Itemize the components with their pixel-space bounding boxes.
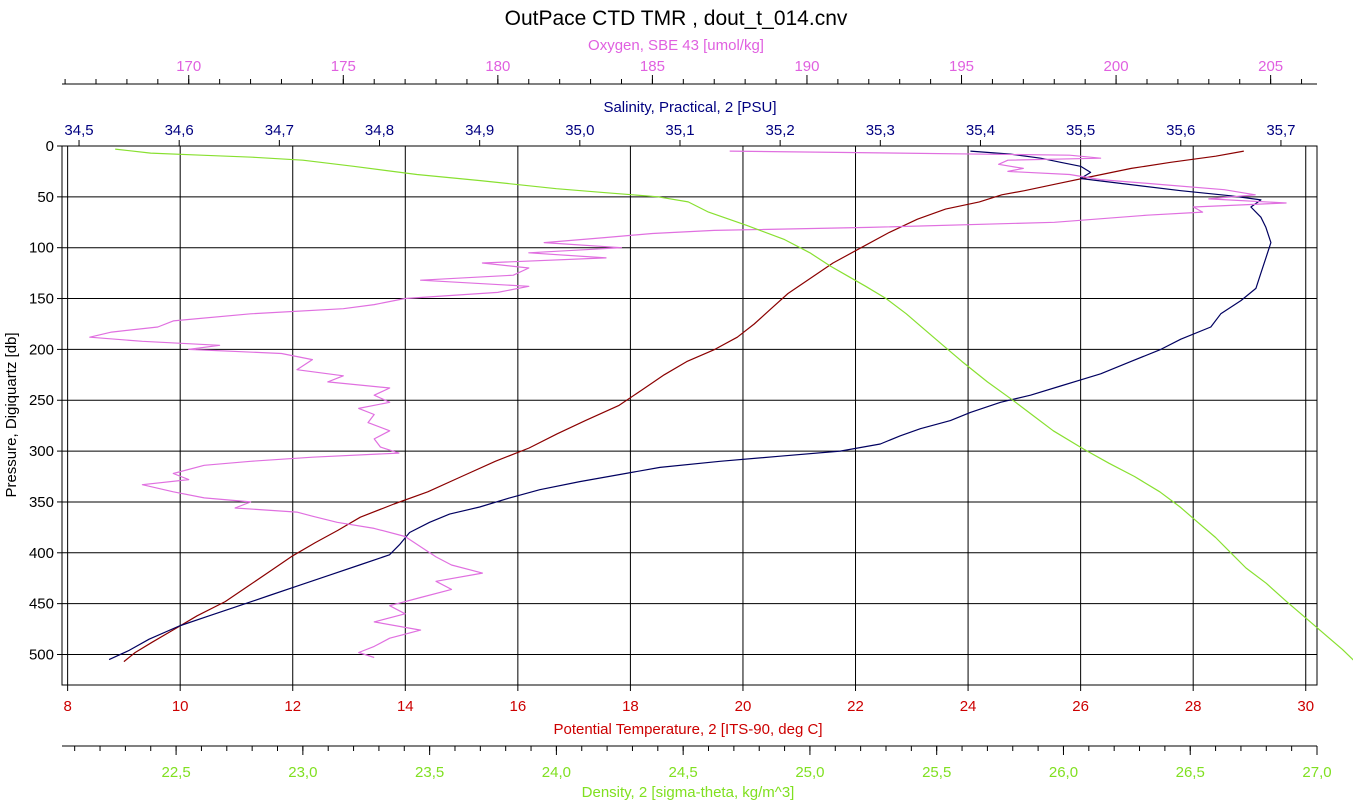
- oxygen-series-line: [89, 150, 1287, 659]
- pressure-tick-label: 50: [37, 189, 54, 206]
- pressure-axis: 0 50 100 150 200 250 300 350 400 450 500: [29, 138, 62, 663]
- oxygen-tick-label: 190: [794, 58, 819, 75]
- oxygen-tick-label: 175: [331, 58, 356, 75]
- pressure-tick-label: 500: [29, 646, 54, 663]
- density-tick-label: 27,0: [1302, 764, 1331, 781]
- density-tick-label: 22,5: [161, 764, 190, 781]
- salinity-tick-label: 35,0: [565, 122, 594, 139]
- oxygen-axis: 170 175 180 185 190 195 200 205: [62, 58, 1317, 85]
- salinity-tick-label: 35,7: [1266, 122, 1295, 139]
- salinity-tick-label: 35,1: [665, 122, 694, 139]
- density-axis: 22,5 23,0 23,5 24,0 24,5 25,0 25,5 26,0 26,5 27,0: [62, 745, 1332, 781]
- temperature-tick-label: 26: [1072, 698, 1089, 715]
- pressure-tick-label: 300: [29, 443, 54, 460]
- oxygen-axis-title: Oxygen, SBE 43 [umol/kg]: [588, 37, 764, 54]
- oxygen-tick-label: 185: [640, 58, 665, 75]
- salinity-tick-label: 34,8: [365, 122, 394, 139]
- density-tick-label: 23,5: [415, 764, 444, 781]
- density-series-line: [115, 148, 1353, 661]
- temperature-tick-label: 14: [397, 698, 414, 715]
- pressure-tick-label: 200: [29, 341, 54, 358]
- pressure-tick-label: 250: [29, 392, 54, 409]
- density-tick-label: 25,0: [795, 764, 824, 781]
- pressure-axis-title: Pressure, Digiquartz [db]: [3, 332, 20, 497]
- pressure-tick-label: 350: [29, 494, 54, 511]
- salinity-tick-label: 35,4: [966, 122, 995, 139]
- salinity-axis-title: Salinity, Practical, 2 [PSU]: [603, 99, 776, 116]
- density-tick-label: 26,5: [1176, 764, 1205, 781]
- oxygen-tick-label: 170: [176, 58, 201, 75]
- salinity-series-line: [108, 150, 1272, 661]
- salinity-tick-label: 34,7: [265, 122, 294, 139]
- density-tick-label: 25,5: [922, 764, 951, 781]
- salinity-tick-label: 35,2: [766, 122, 795, 139]
- salinity-tick-label: 34,9: [465, 122, 494, 139]
- temperature-tick-label: 18: [622, 698, 639, 715]
- density-tick-label: 24,5: [669, 764, 698, 781]
- chart-title: OutPace CTD TMR , dout_t_014.cnv: [505, 7, 848, 30]
- temperature-series-line: [123, 150, 1244, 663]
- salinity-tick-label: 35,5: [1066, 122, 1095, 139]
- salinity-tick-label: 35,3: [866, 122, 895, 139]
- pressure-tick-label: 150: [29, 291, 54, 308]
- temperature-axis: 8 10 12 14 16 18 20 22 24 26 28 30: [63, 685, 1314, 715]
- oxygen-tick-label: 205: [1258, 58, 1283, 75]
- salinity-axis: 34,5 34,6 34,7 34,8 34,9 35,0 35,1 35,2 35,3 35,4…: [64, 122, 1296, 146]
- density-tick-label: 24,0: [542, 764, 571, 781]
- oxygen-tick-label: 195: [949, 58, 974, 75]
- temperature-tick-label: 28: [1185, 698, 1202, 715]
- temperature-tick-label: 24: [960, 698, 977, 715]
- pressure-tick-label: 450: [29, 596, 54, 613]
- salinity-tick-label: 35,6: [1166, 122, 1195, 139]
- salinity-tick-label: 34,5: [64, 122, 93, 139]
- salinity-tick-label: 34,6: [165, 122, 194, 139]
- density-tick-label: 26,0: [1049, 764, 1078, 781]
- temperature-tick-label: 12: [284, 698, 301, 715]
- temperature-axis-title: Potential Temperature, 2 [ITS-90, deg C]: [553, 721, 822, 738]
- pressure-tick-label: 0: [46, 138, 54, 155]
- temperature-tick-label: 16: [510, 698, 527, 715]
- pressure-tick-label: 400: [29, 545, 54, 562]
- temperature-tick-label: 8: [63, 698, 71, 715]
- temperature-tick-label: 10: [172, 698, 189, 715]
- temperature-tick-label: 30: [1297, 698, 1314, 715]
- density-axis-title: Density, 2 [sigma-theta, kg/m^3]: [582, 784, 795, 801]
- oxygen-tick-label: 200: [1104, 58, 1129, 75]
- series-layer: [89, 148, 1353, 663]
- temperature-tick-label: 20: [735, 698, 752, 715]
- temperature-tick-label: 22: [847, 698, 864, 715]
- density-tick-label: 23,0: [288, 764, 317, 781]
- pressure-tick-label: 100: [29, 240, 54, 257]
- oxygen-tick-label: 180: [485, 58, 510, 75]
- plot-area: [61, 145, 1318, 686]
